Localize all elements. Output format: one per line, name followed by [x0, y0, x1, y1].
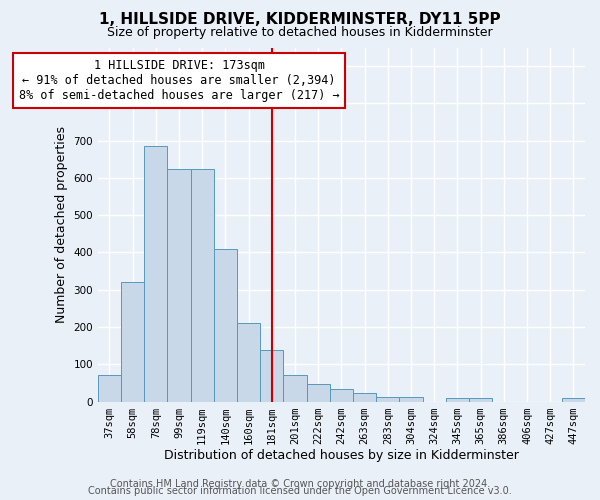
Y-axis label: Number of detached properties: Number of detached properties [55, 126, 68, 323]
Bar [376, 396, 400, 402]
Bar [121, 282, 144, 402]
X-axis label: Distribution of detached houses by size in Kidderminster: Distribution of detached houses by size … [164, 450, 519, 462]
Bar [260, 350, 283, 402]
Bar [400, 398, 422, 402]
Bar [307, 384, 330, 402]
Bar [98, 374, 121, 402]
Bar [330, 388, 353, 402]
Bar [353, 394, 376, 402]
Bar [283, 376, 307, 402]
Text: Size of property relative to detached houses in Kidderminster: Size of property relative to detached ho… [107, 26, 493, 39]
Bar [214, 249, 237, 402]
Bar [237, 324, 260, 402]
Bar [562, 398, 585, 402]
Text: Contains public sector information licensed under the Open Government Licence v3: Contains public sector information licen… [88, 486, 512, 496]
Bar [469, 398, 492, 402]
Text: Contains HM Land Registry data © Crown copyright and database right 2024.: Contains HM Land Registry data © Crown c… [110, 479, 490, 489]
Bar [167, 168, 191, 402]
Bar [144, 146, 167, 402]
Text: 1, HILLSIDE DRIVE, KIDDERMINSTER, DY11 5PP: 1, HILLSIDE DRIVE, KIDDERMINSTER, DY11 5… [99, 12, 501, 28]
Bar [191, 168, 214, 402]
Text: 1 HILLSIDE DRIVE: 173sqm
← 91% of detached houses are smaller (2,394)
8% of semi: 1 HILLSIDE DRIVE: 173sqm ← 91% of detach… [19, 58, 340, 102]
Bar [446, 398, 469, 402]
